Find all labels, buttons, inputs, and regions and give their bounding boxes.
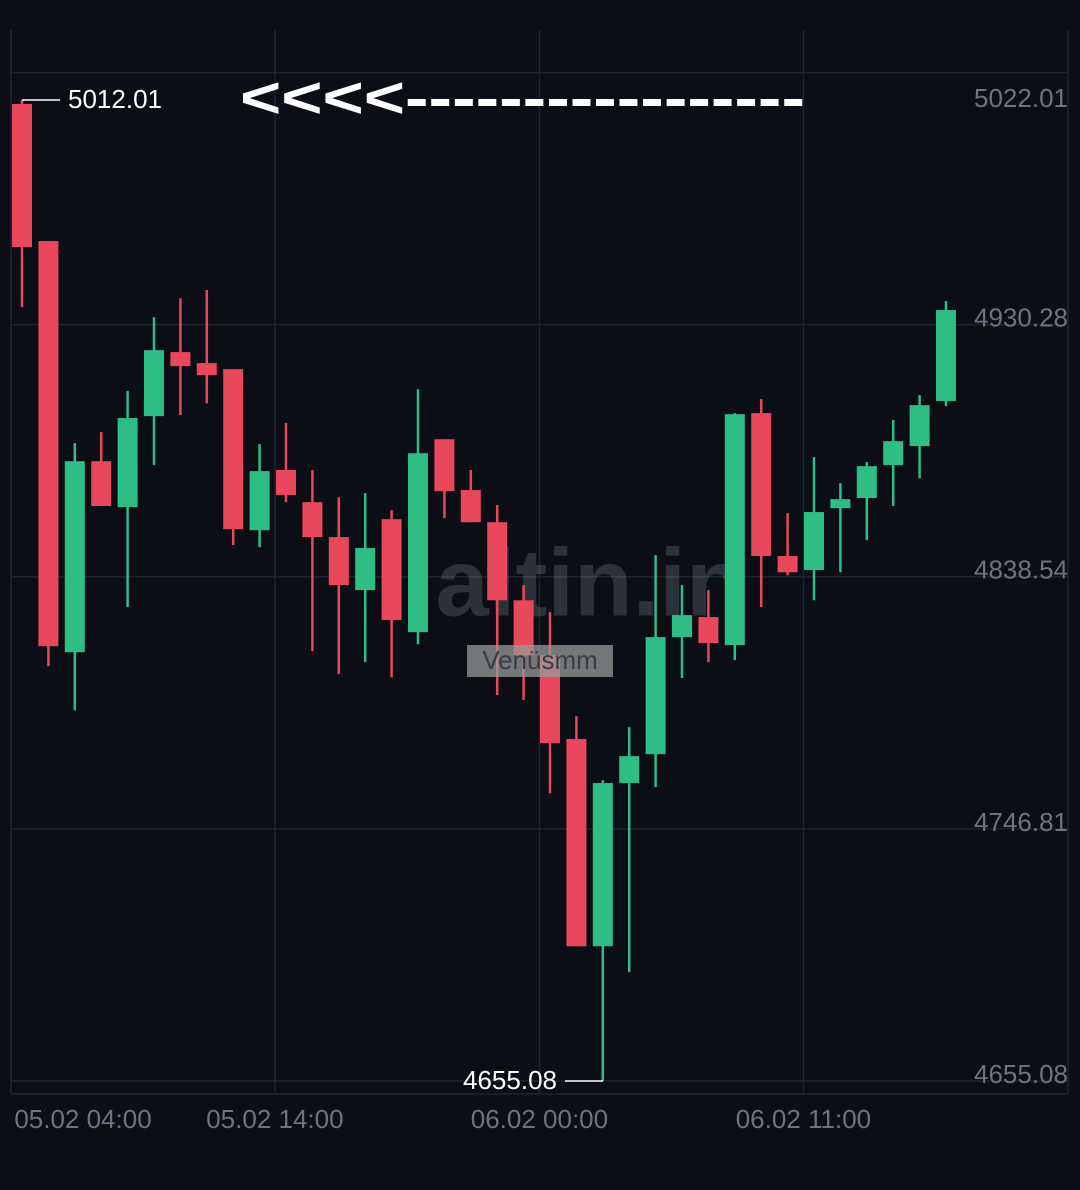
watermark: altin.in xyxy=(435,529,744,636)
candle-body xyxy=(777,556,798,573)
candle-body xyxy=(408,453,428,633)
candle-body xyxy=(460,490,481,523)
annotation: <<<<----------------- xyxy=(240,65,805,130)
candle-body xyxy=(196,363,217,376)
candle-body xyxy=(645,637,666,755)
candle-body xyxy=(355,548,376,591)
candle-body xyxy=(513,600,534,656)
candle-body xyxy=(566,739,587,947)
candle-body xyxy=(936,310,956,402)
candle-body xyxy=(328,537,349,586)
y-tick-label: 4930.28 xyxy=(974,303,1068,333)
candle-body xyxy=(724,414,745,646)
candle-body xyxy=(698,617,719,644)
candle-body xyxy=(117,418,138,508)
candle-body xyxy=(751,413,772,557)
candle-body xyxy=(12,103,32,248)
user-label-box xyxy=(467,645,613,677)
candle-body xyxy=(276,470,296,496)
high-marker-label: 5012.01 xyxy=(68,84,162,114)
low-marker-label: 4655.08 xyxy=(463,1065,557,1095)
candle-body xyxy=(302,502,323,538)
candle-body xyxy=(434,439,455,492)
candle-body xyxy=(909,405,930,447)
y-tick-label: 5022.01 xyxy=(974,83,1068,113)
candle-body xyxy=(223,369,244,530)
x-tick-label: 06.02 00:00 xyxy=(471,1104,608,1134)
candle-body xyxy=(381,519,402,621)
user-label: Venüsmm xyxy=(482,645,598,675)
candle-body xyxy=(883,441,904,466)
candle-body xyxy=(487,522,508,601)
x-tick-label: 05.02 14:00 xyxy=(206,1104,343,1134)
candle-body xyxy=(249,471,270,531)
candle-body xyxy=(592,783,613,947)
candle-body xyxy=(830,499,851,509)
x-tick-label: 05.02 04:00 xyxy=(14,1104,151,1134)
candle-body xyxy=(804,512,824,571)
candle-body xyxy=(144,350,164,417)
candle-body xyxy=(170,352,191,367)
candle-body xyxy=(619,756,640,784)
candle-body xyxy=(38,241,59,647)
y-tick-label: 4746.81 xyxy=(974,807,1068,837)
candle-body xyxy=(540,655,560,744)
y-tick-label: 4655.08 xyxy=(974,1059,1068,1089)
candle-body xyxy=(64,461,85,653)
candle-body xyxy=(672,615,692,638)
x-tick-label: 06.02 11:00 xyxy=(736,1104,871,1134)
candle-body xyxy=(856,466,877,499)
candle-body xyxy=(91,461,112,507)
y-tick-label: 4838.54 xyxy=(974,555,1068,585)
